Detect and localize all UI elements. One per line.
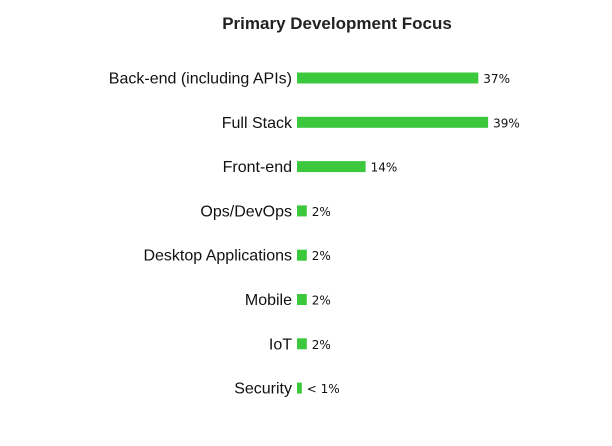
- value-label: 39%: [493, 116, 520, 130]
- category-label: Security: [234, 381, 292, 398]
- value-label: 2%: [312, 249, 331, 263]
- category-label: Front-end: [223, 159, 292, 176]
- category-label: Full Stack: [222, 115, 293, 132]
- value-label: 2%: [312, 338, 331, 352]
- bar-full-stack: [297, 116, 489, 128]
- category-label: Ops/DevOps: [200, 203, 292, 220]
- bar-iot: [297, 338, 307, 350]
- category-label: Back-end (including APIs): [109, 71, 292, 88]
- bar-security: [297, 382, 302, 394]
- value-label: 2%: [312, 205, 331, 219]
- bar-front-end: [297, 161, 366, 173]
- value-label: 14%: [371, 161, 398, 175]
- value-label: 2%: [312, 294, 331, 308]
- value-label: 37%: [483, 72, 510, 86]
- bar-mobile: [297, 294, 307, 305]
- bar-back-end-including-apis: [297, 72, 479, 84]
- bar-desktop-applications: [297, 249, 307, 261]
- category-label: IoT: [269, 336, 292, 353]
- chart-title: Primary Development Focus: [222, 14, 452, 33]
- category-labels-group: Back-end (including APIs) Full Stack Front…: [109, 71, 293, 398]
- value-labels-group: 37% 39% 14% 2% 2% 2% 2% < 1%: [307, 72, 520, 396]
- bars-group: [297, 72, 489, 394]
- category-label: Mobile: [245, 292, 292, 309]
- value-label: < 1%: [307, 382, 340, 396]
- category-label: Desktop Applications: [143, 248, 292, 265]
- bar-ops-devops: [297, 205, 307, 217]
